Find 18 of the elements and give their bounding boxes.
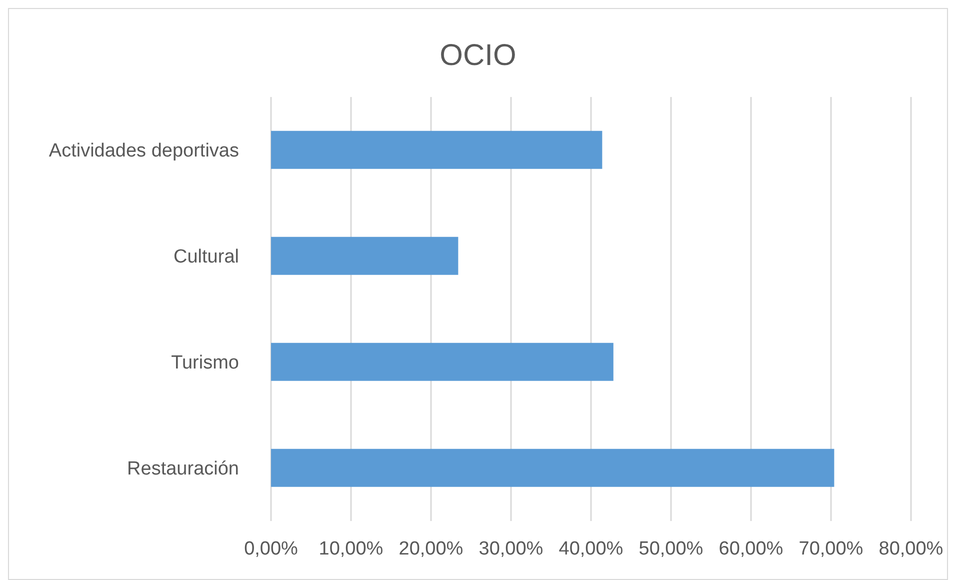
chart-title: OCIO — [438, 39, 518, 73]
bar — [271, 130, 602, 169]
bar — [271, 236, 458, 275]
x-tick-label: 10,00% — [318, 538, 384, 560]
x-tick-label: 40,00% — [558, 538, 624, 560]
y-tick-label: Cultural — [174, 246, 239, 268]
y-tick-label: Restauración — [127, 458, 239, 480]
x-tick-label: 80,00% — [878, 538, 944, 560]
y-tick-label: Actividades deportivas — [48, 140, 239, 162]
bar — [271, 342, 614, 381]
x-tick-label: 0,00% — [244, 538, 298, 560]
bar — [271, 448, 834, 487]
x-tick-label: 70,00% — [798, 538, 864, 560]
x-tick-label: 30,00% — [478, 538, 544, 560]
y-tick-label: Turismo — [171, 352, 239, 374]
x-tick-label: 20,00% — [398, 538, 464, 560]
x-tick-label: 60,00% — [718, 538, 784, 560]
x-tick-label: 50,00% — [638, 538, 704, 560]
